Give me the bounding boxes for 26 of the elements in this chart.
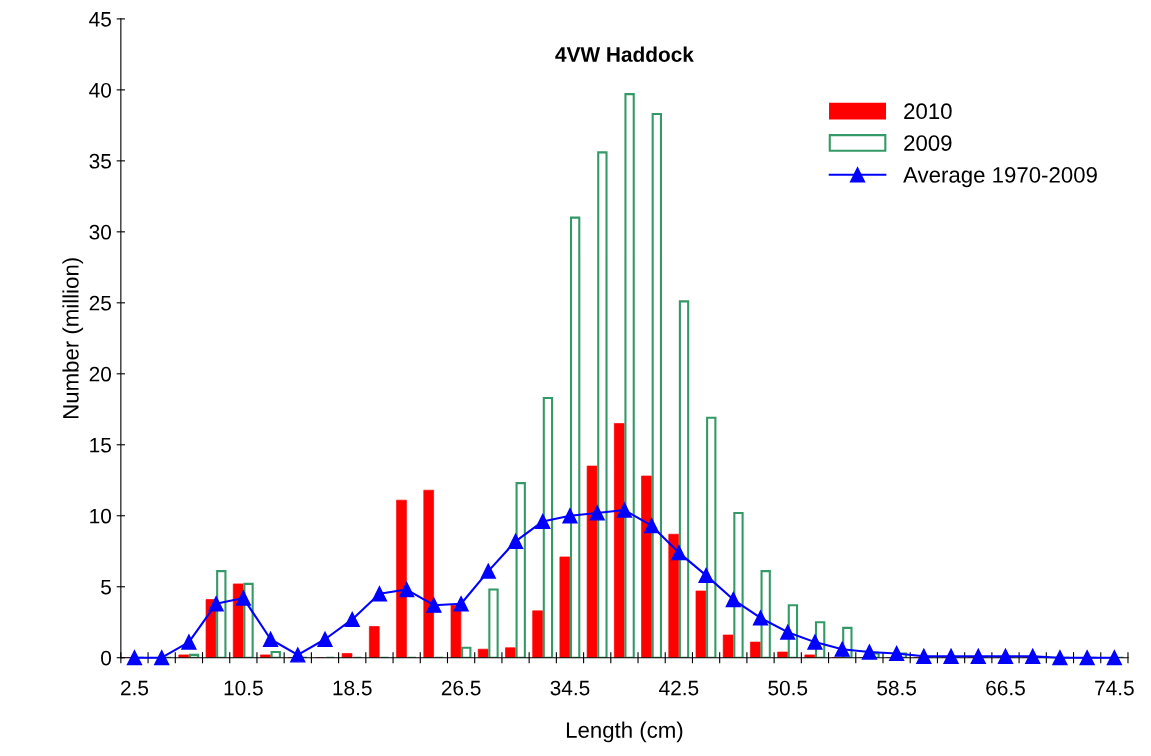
y-tick-label: 5 (101, 579, 111, 595)
y-tick-label: 35 (89, 153, 111, 169)
y-tick-label: 25 (89, 295, 111, 311)
y-tick-label: 20 (89, 366, 112, 382)
legend-label: 2010 (904, 103, 952, 120)
x-axis-title: Length (cm) (566, 721, 683, 743)
y-tick-label: 10 (90, 508, 112, 524)
x-tick-label: 58.5 (877, 680, 917, 696)
y-tick-label: 40 (89, 82, 112, 98)
x-tick-label: 10.5 (224, 680, 263, 696)
x-tick-label: 34.5 (550, 680, 590, 696)
x-tick-label: 26.5 (441, 680, 481, 696)
x-tick-label: 42.5 (659, 680, 699, 696)
x-tick-label: 2.5 (121, 680, 149, 696)
x-tick-label: 18.5 (333, 680, 372, 696)
text: 4VW Haddock (555, 46, 694, 62)
y-tick-label: 45 (89, 12, 111, 27)
y-tick-label: 0 (101, 650, 112, 666)
legend-label: 2009 (904, 135, 952, 151)
x-tick-label: 66.5 (986, 680, 1025, 696)
x-tick-label: 74.5 (1095, 680, 1134, 696)
y-tick-label: 15 (90, 438, 111, 453)
legend-label: Average 1970-2009 (903, 167, 1097, 188)
x-tick-label: 50.5 (768, 680, 808, 696)
y-axis-title: Number (million) (62, 258, 84, 418)
y-tick-label: 30 (89, 224, 112, 240)
